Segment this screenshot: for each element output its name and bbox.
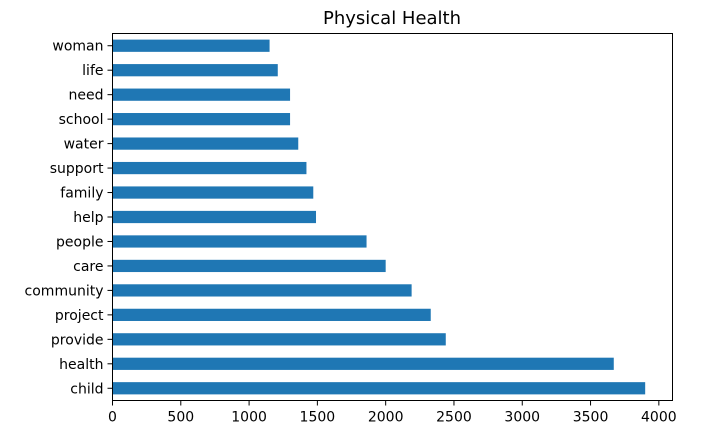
bar-school — [112, 113, 291, 126]
bar-care — [112, 259, 386, 273]
y-axis: child health provide project community care pe… — [25, 39, 113, 397]
plot-frame — [112, 33, 673, 401]
x-tick-label-2500: 2500 — [436, 410, 472, 426]
y-tick-label-life: life — [82, 63, 103, 79]
y-tick-label-family: family — [60, 186, 103, 202]
bar-need — [112, 88, 291, 101]
y-tick-label-people: people — [56, 234, 103, 250]
y-tick-label-support: support — [50, 161, 104, 177]
y-tick-label-project: project — [55, 308, 104, 324]
x-tick-label-1000: 1000 — [231, 410, 267, 426]
y-tick-label-need: need — [69, 88, 104, 104]
x-tick-label-0: 0 — [108, 410, 117, 426]
x-tick-label-500: 500 — [167, 410, 194, 426]
y-tick-label-health: health — [59, 357, 103, 373]
bar-child — [112, 382, 646, 395]
y-tick-label-water: water — [64, 137, 104, 153]
bar-people — [112, 235, 367, 248]
y-tick-label-woman: woman — [52, 39, 103, 55]
y-tick-label-care: care — [73, 259, 103, 275]
x-tick-label-4000: 4000 — [641, 410, 677, 426]
bar-project — [112, 308, 431, 321]
bar-support — [112, 161, 307, 175]
bars-group — [112, 39, 646, 395]
bar-life — [112, 64, 278, 77]
bar-family — [112, 186, 314, 199]
y-tick-label-help: help — [73, 210, 103, 226]
y-tick-label-school: school — [59, 112, 104, 128]
y-tick-label-community: community — [25, 283, 104, 299]
bar-health — [112, 357, 614, 370]
x-tick-label-1500: 1500 — [300, 410, 336, 426]
x-axis: 0 500 1000 1500 2000 2500 3000 3500 4000 — [108, 400, 677, 426]
chart-title: Physical Health — [323, 8, 461, 29]
bar-provide — [112, 333, 446, 346]
x-tick-label-2000: 2000 — [368, 410, 404, 426]
bar-woman — [112, 39, 270, 52]
bar-help — [112, 210, 317, 224]
y-tick-label-child: child — [70, 381, 103, 397]
bar-water — [112, 137, 299, 150]
bar-community — [112, 284, 412, 297]
x-tick-label-3500: 3500 — [573, 410, 609, 426]
y-tick-label-provide: provide — [51, 332, 104, 348]
x-tick-label-3000: 3000 — [504, 410, 540, 426]
